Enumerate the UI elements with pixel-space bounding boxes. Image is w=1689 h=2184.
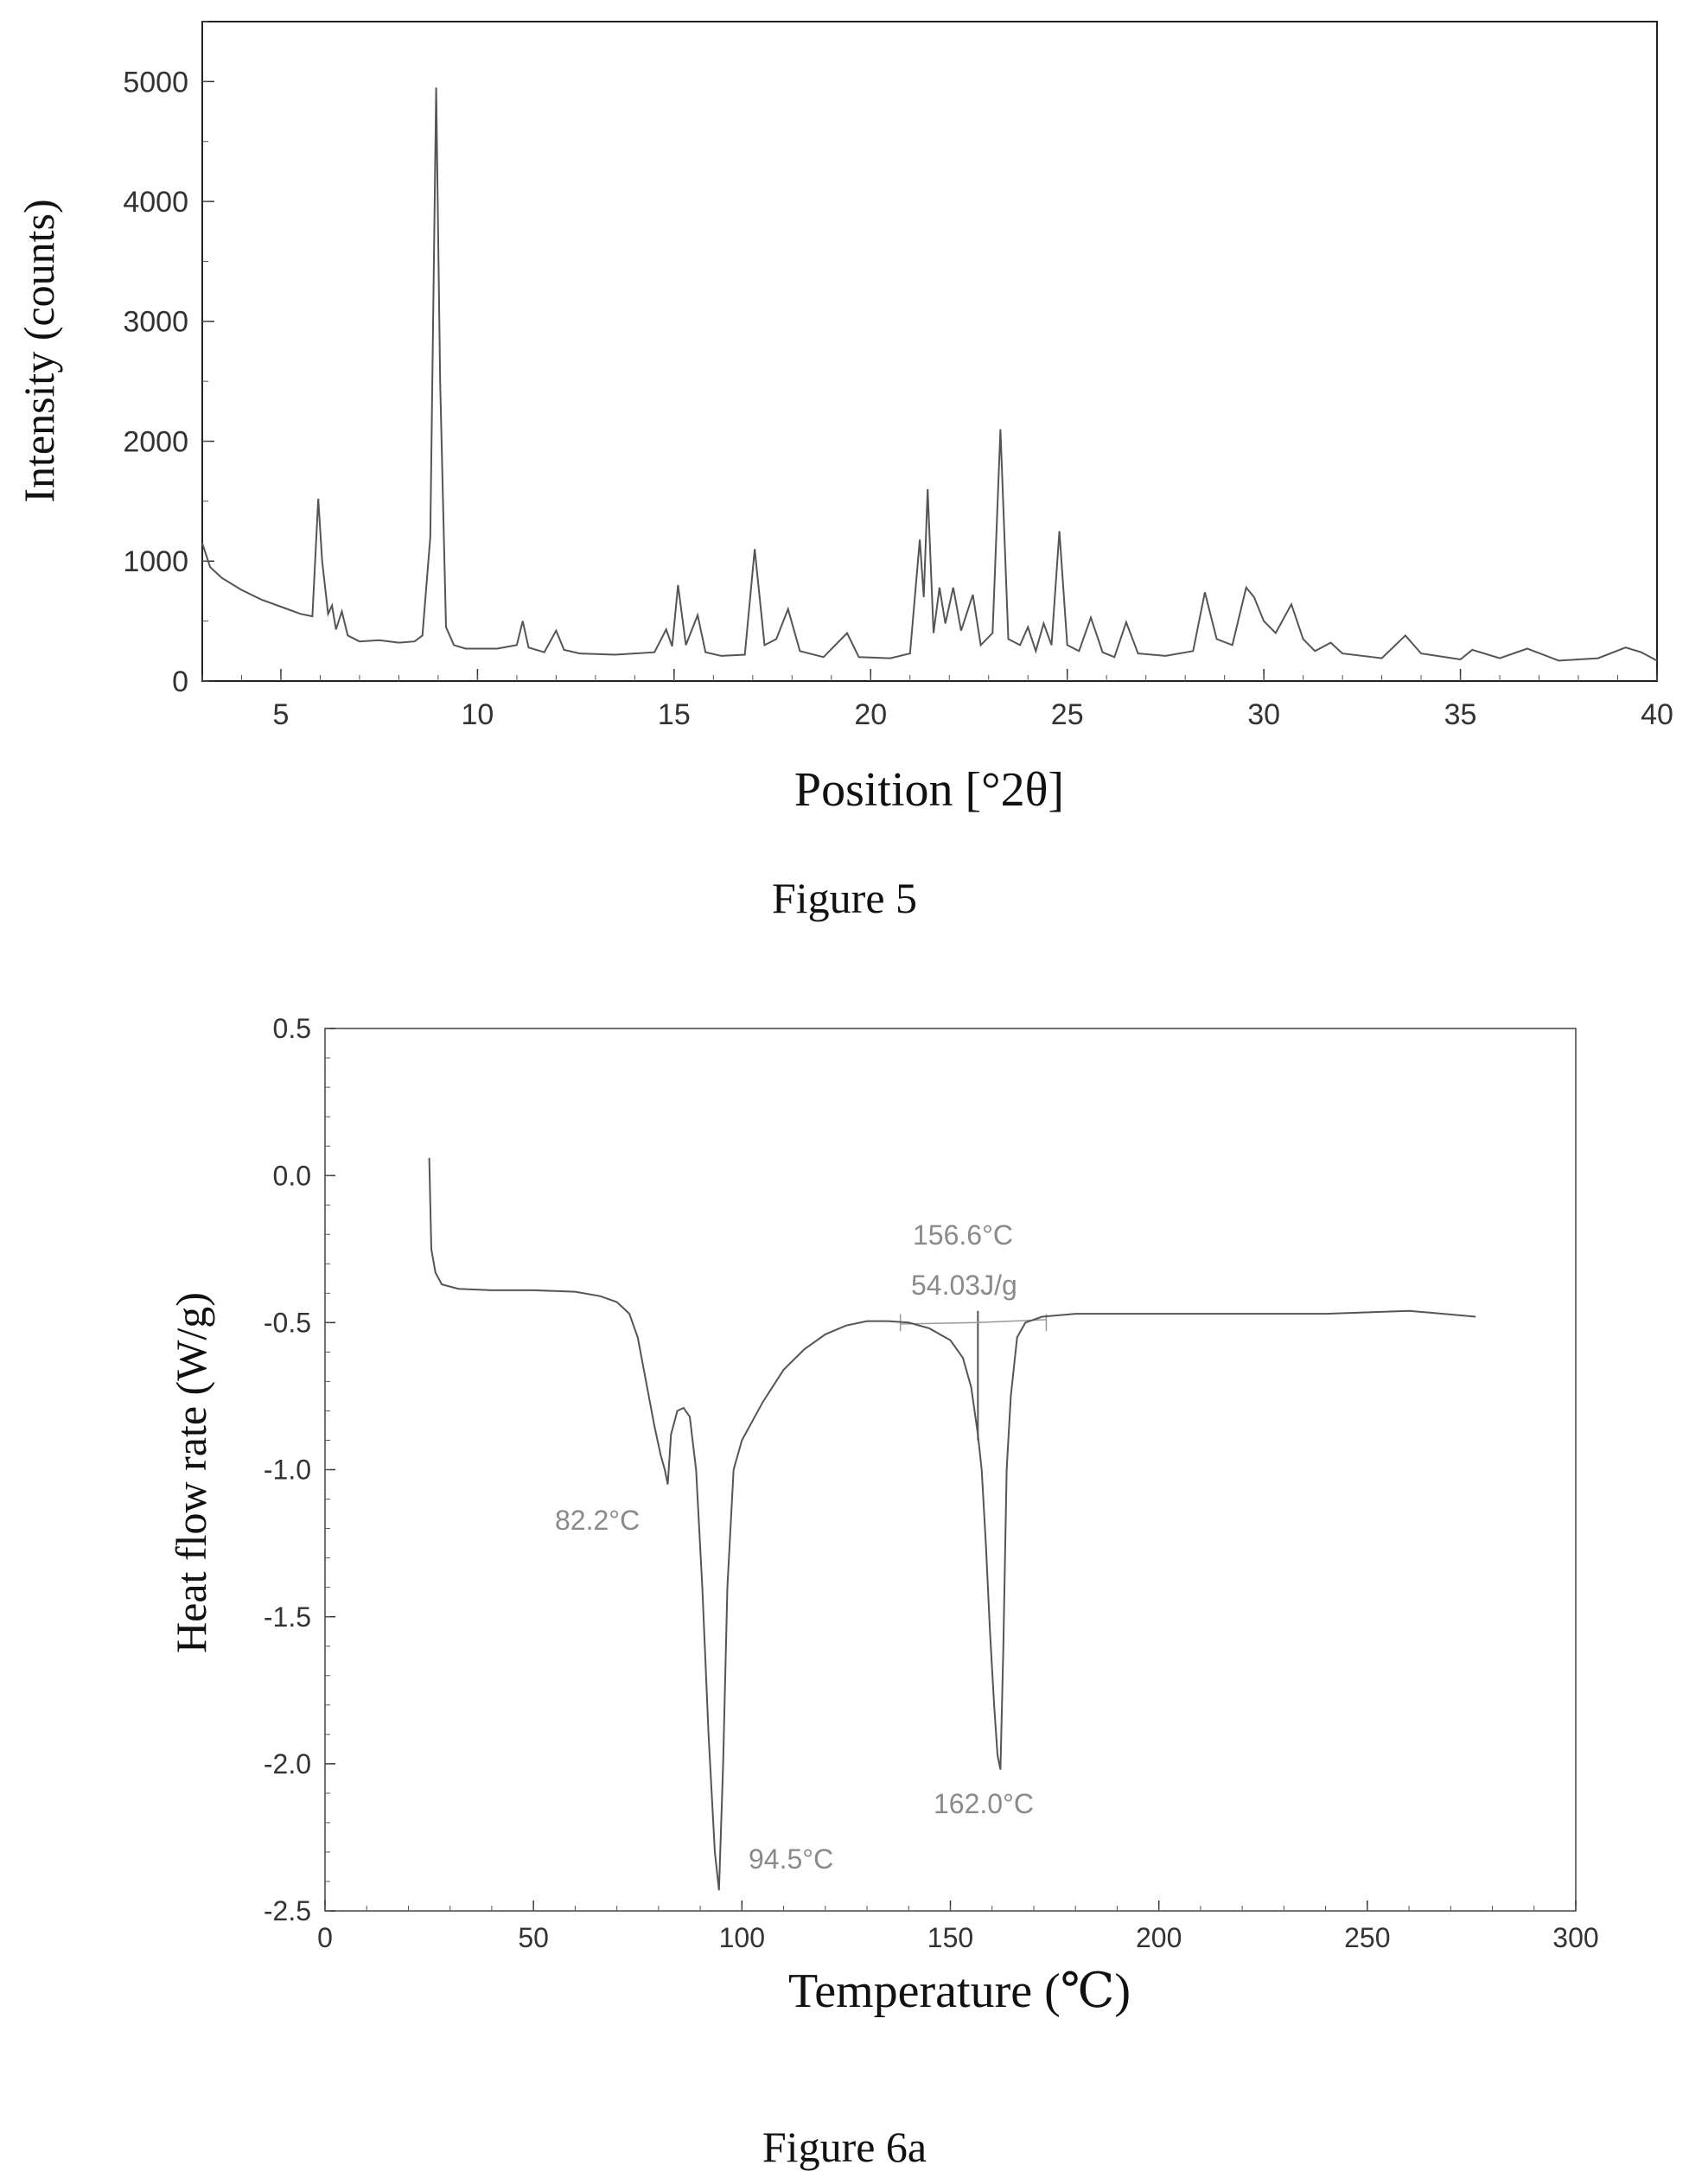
y-tick-label: 2000 (123, 425, 188, 458)
x-tick-label: 50 (518, 1922, 549, 1953)
dsc-curve-line (428, 1157, 1476, 1891)
y-tick-label: -1.0 (264, 1455, 311, 1486)
y-tick-label: 0.0 (273, 1160, 311, 1191)
x-tick-label: 35 (1444, 698, 1477, 731)
annotation-156-6: 156.6°C (913, 1219, 1013, 1251)
x-tick-label: 30 (1247, 698, 1280, 731)
x-tick-label: 15 (658, 698, 691, 731)
dsc-x-axis-label: Temperature (℃) (788, 1964, 1131, 2018)
x-tick-label: 100 (719, 1922, 765, 1953)
annotation-162-0: 162.0°C (934, 1788, 1034, 1819)
figure-6a-caption: Figure 6a (762, 2123, 927, 2171)
y-tick-label: -2.0 (264, 1748, 311, 1780)
annotation-94-5: 94.5°C (749, 1843, 833, 1875)
y-tick-label: -2.5 (264, 1895, 311, 1926)
y-tick-label: 1000 (123, 545, 188, 578)
x-tick-label: 20 (854, 698, 887, 731)
xrd-chart: 5 10 15 20 25 30 35 40 0 1000 2000 3000 4000 5000 Pos… (15, 21, 1673, 817)
xrd-pattern-line (201, 87, 1658, 662)
x-tick-label: 150 (927, 1922, 973, 1953)
x-tick-label: 5 (273, 698, 290, 731)
xrd-y-axis-label: Intensity (counts) (15, 199, 63, 502)
figure-6a: 0 50 100 150 200 250 300 0.5 0.0 -0.5 -1.0 -1.5 -2.0… (0, 951, 1689, 2184)
annotation-enthalpy: 54.03J/g (911, 1270, 1017, 1301)
x-tick-label: 0 (317, 1922, 333, 1953)
y-tick-label: -1.5 (264, 1601, 311, 1633)
y-tick-label: -0.5 (264, 1308, 311, 1339)
x-tick-label: 25 (1051, 698, 1084, 731)
y-tick-label: 0.5 (273, 1013, 311, 1044)
y-tick-label: 3000 (123, 306, 188, 339)
dsc-plot-frame (324, 1028, 1577, 1912)
x-tick-label: 200 (1136, 1922, 1182, 1953)
dsc-integration-baseline (900, 1319, 1047, 1325)
x-tick-label: 10 (461, 698, 494, 731)
x-tick-label: 250 (1344, 1922, 1390, 1953)
figure-5: 5 10 15 20 25 30 35 40 0 1000 2000 3000 4000 5000 Pos… (0, 0, 1689, 933)
xrd-x-axis-label: Position [°2θ] (794, 763, 1064, 817)
x-tick-label: 300 (1552, 1922, 1598, 1953)
x-tick-label: 40 (1641, 698, 1673, 731)
figure-5-caption: Figure 5 (771, 874, 918, 922)
y-tick-label: 4000 (123, 186, 188, 219)
y-tick-label: 5000 (123, 66, 188, 99)
dsc-y-axis-label: Heat flow rate (W/g) (167, 1292, 215, 1653)
annotation-82-2: 82.2°C (555, 1505, 640, 1536)
y-tick-label: 0 (172, 665, 188, 698)
dsc-chart: 0 50 100 150 200 250 300 0.5 0.0 -0.5 -1.0 -1.5 -2.0… (167, 1013, 1599, 2018)
xrd-plot-frame (201, 21, 1658, 682)
